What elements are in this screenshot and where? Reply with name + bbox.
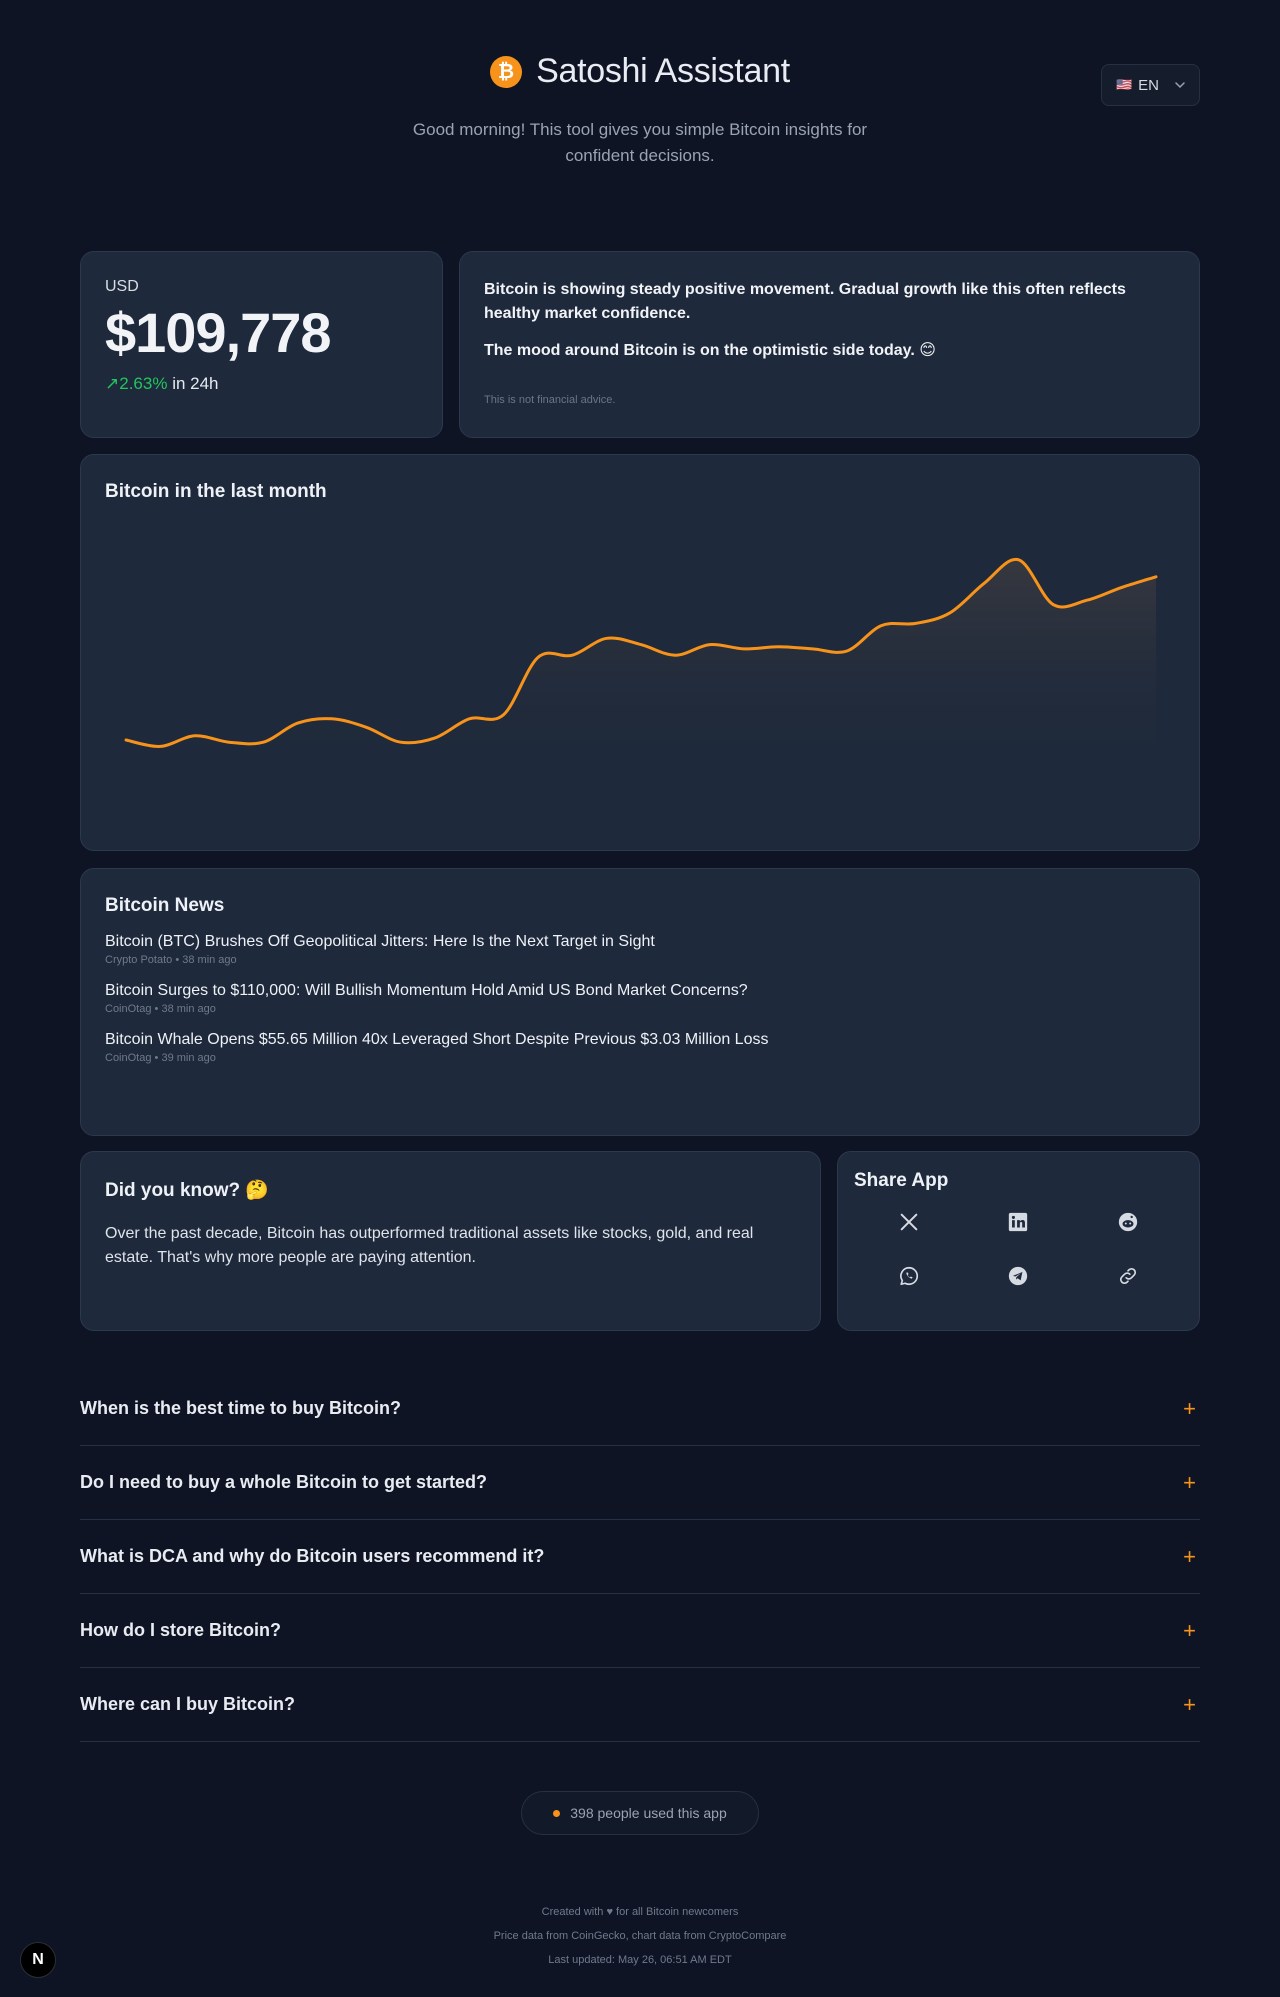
faq-item[interactable]: Do I need to buy a whole Bitcoin to get … — [80, 1446, 1200, 1520]
plus-icon[interactable]: + — [1183, 1691, 1196, 1717]
link-icon — [1120, 1267, 1137, 1285]
share-whatsapp-button[interactable] — [854, 1260, 964, 1292]
share-x-button[interactable] — [854, 1206, 964, 1238]
share-title: Share App — [854, 1170, 949, 1191]
chevron-down-icon — [1175, 82, 1185, 89]
news-item[interactable]: Bitcoin Surges to $110,000: Will Bullish… — [105, 980, 1175, 1015]
news-item[interactable]: Bitcoin Whale Opens $55.65 Million 40x L… — [105, 1029, 1175, 1064]
copy-link-button[interactable] — [1073, 1260, 1183, 1292]
footer-credit: Created with ♥ for all Bitcoin newcomers — [541, 1906, 739, 1918]
news-headline[interactable]: Bitcoin Surges to $110,000: Will Bullish… — [105, 982, 748, 999]
share-linkedin-button[interactable] — [964, 1206, 1074, 1238]
news-source: CoinOtag — [105, 1003, 152, 1015]
faq-question: How do I store Bitcoin? — [80, 1620, 281, 1640]
price-change-row: ↗2.63% in 24h — [105, 374, 418, 394]
language-code: EN — [1138, 76, 1160, 94]
plus-icon[interactable]: + — [1183, 1617, 1196, 1643]
faq-item[interactable]: When is the best time to buy Bitcoin? + — [80, 1372, 1200, 1446]
insight-card: Bitcoin is showing steady positive movem… — [459, 251, 1200, 438]
news-headline[interactable]: Bitcoin Whale Opens $55.65 Million 40x L… — [105, 1031, 769, 1048]
whatsapp-icon — [899, 1266, 918, 1286]
telegram-icon — [1009, 1266, 1028, 1286]
news-item[interactable]: Bitcoin (BTC) Brushes Off Geopolitical J… — [105, 931, 1175, 966]
faq-item[interactable]: Where can I buy Bitcoin? + — [80, 1668, 1200, 1742]
faq-question: Do I need to buy a whole Bitcoin to get … — [80, 1472, 488, 1492]
faq-item[interactable]: How do I store Bitcoin? + — [80, 1594, 1200, 1668]
title-row: ₿ Satoshi Assistant — [0, 52, 1280, 91]
subtitle: Good morning! This tool gives you simple… — [412, 120, 868, 165]
currency-label: USD — [105, 278, 139, 295]
faq-question: Where can I buy Bitcoin? — [80, 1694, 296, 1714]
insight-text: Bitcoin is showing steady positive movem… — [484, 281, 1126, 322]
language-selector[interactable]: 🇺🇸 EN — [1101, 64, 1200, 106]
faq-question: What is DCA and why do Bitcoin users rec… — [80, 1546, 545, 1566]
news-list: Bitcoin (BTC) Brushes Off Geopolitical J… — [105, 931, 1175, 1064]
price-card: USD $109,778 ↗2.63% in 24h — [80, 251, 443, 438]
footer-last-updated: Last updated: May 26, 06:51 AM EDT — [548, 1954, 732, 1966]
news-headline[interactable]: Bitcoin (BTC) Brushes Off Geopolitical J… — [105, 933, 655, 950]
plus-icon[interactable]: + — [1183, 1543, 1196, 1569]
news-title: Bitcoin News — [105, 895, 225, 916]
faq-item[interactable]: What is DCA and why do Bitcoin users rec… — [80, 1520, 1200, 1594]
news-meta: CoinOtag • 38 min ago — [105, 1003, 216, 1015]
status-dot-icon — [553, 1809, 561, 1817]
chart-area — [126, 559, 1156, 777]
plus-icon[interactable]: + — [1183, 1395, 1196, 1421]
chart-line-series — [124, 557, 1158, 748]
faq-question: When is the best time to buy Bitcoin? — [80, 1398, 402, 1418]
price-change: ↗2.63% — [105, 374, 168, 393]
fact-card: Did you know? 🤔 Over the past decade, Bi… — [80, 1151, 821, 1331]
news-time: 39 min ago — [161, 1052, 216, 1064]
price-value: $109,778 — [105, 301, 332, 364]
plus-icon[interactable]: + — [1183, 1469, 1196, 1495]
price-change-period: in 24h — [172, 374, 219, 393]
usage-counter: 398 people used this app — [521, 1791, 759, 1835]
chart-title: Bitcoin in the last month — [105, 481, 327, 502]
news-time: 38 min ago — [161, 1003, 216, 1015]
news-time: 38 min ago — [182, 954, 237, 966]
header: ₿ Satoshi Assistant Good morning! This t… — [0, 52, 1280, 169]
app-title: Satoshi Assistant — [536, 52, 790, 90]
footer-data-sources: Price data from CoinGecko, chart data fr… — [493, 1930, 787, 1942]
footer: Created with ♥ for all Bitcoin newcomers… — [0, 1900, 1280, 1972]
mood-text: The mood around Bitcoin is on the optimi… — [484, 342, 936, 359]
nextjs-badge-icon[interactable]: N — [20, 1942, 56, 1978]
fact-text: Over the past decade, Bitcoin has outper… — [105, 1225, 754, 1266]
share-grid — [854, 1206, 1183, 1292]
share-card: Share App — [837, 1151, 1200, 1331]
news-meta: CoinOtag • 39 min ago — [105, 1052, 216, 1064]
faq-list: When is the best time to buy Bitcoin? + … — [80, 1372, 1200, 1742]
share-telegram-button[interactable] — [964, 1260, 1074, 1292]
reddit-icon — [1118, 1212, 1138, 1232]
news-meta: Crypto Potato • 38 min ago — [105, 954, 237, 966]
bitcoin-logo-icon: ₿ — [490, 55, 523, 88]
usage-text: 398 people used this app — [570, 1805, 727, 1821]
us-flag-icon: 🇺🇸 — [1115, 77, 1133, 92]
news-source: Crypto Potato — [105, 954, 173, 966]
x-icon — [900, 1213, 918, 1231]
chart-card: Bitcoin in the last month — [80, 454, 1200, 851]
news-source: CoinOtag — [105, 1052, 152, 1064]
fact-title: Did you know? 🤔 — [105, 1180, 270, 1201]
share-reddit-button[interactable] — [1073, 1206, 1183, 1238]
news-card: Bitcoin News Bitcoin (BTC) Brushes Off G… — [80, 868, 1200, 1136]
price-chart — [124, 557, 1158, 777]
linkedin-icon — [1009, 1212, 1028, 1232]
disclaimer: This is not financial advice. — [484, 394, 616, 406]
